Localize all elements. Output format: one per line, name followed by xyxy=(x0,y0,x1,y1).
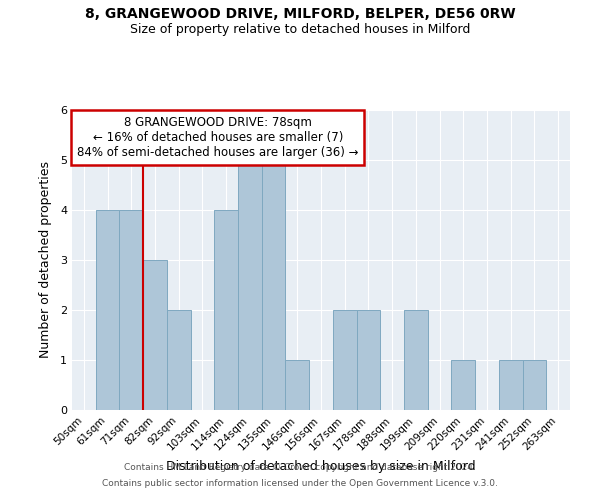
Bar xyxy=(119,210,143,410)
Y-axis label: Number of detached properties: Number of detached properties xyxy=(38,162,52,358)
Text: 8 GRANGEWOOD DRIVE: 78sqm
← 16% of detached houses are smaller (7)
84% of semi-d: 8 GRANGEWOOD DRIVE: 78sqm ← 16% of detac… xyxy=(77,116,358,159)
Bar xyxy=(238,160,262,410)
Bar xyxy=(333,310,356,410)
Text: Contains public sector information licensed under the Open Government Licence v.: Contains public sector information licen… xyxy=(102,478,498,488)
Bar xyxy=(356,310,380,410)
Bar xyxy=(143,260,167,410)
Bar xyxy=(286,360,309,410)
Text: Size of property relative to detached houses in Milford: Size of property relative to detached ho… xyxy=(130,22,470,36)
X-axis label: Distribution of detached houses by size in Milford: Distribution of detached houses by size … xyxy=(166,460,476,473)
Bar xyxy=(499,360,523,410)
Bar xyxy=(96,210,119,410)
Bar xyxy=(451,360,475,410)
Text: 8, GRANGEWOOD DRIVE, MILFORD, BELPER, DE56 0RW: 8, GRANGEWOOD DRIVE, MILFORD, BELPER, DE… xyxy=(85,8,515,22)
Bar xyxy=(214,210,238,410)
Bar xyxy=(404,310,428,410)
Text: Contains HM Land Registry data © Crown copyright and database right 2024.: Contains HM Land Registry data © Crown c… xyxy=(124,464,476,472)
Bar xyxy=(167,310,191,410)
Bar xyxy=(262,160,286,410)
Bar xyxy=(523,360,546,410)
